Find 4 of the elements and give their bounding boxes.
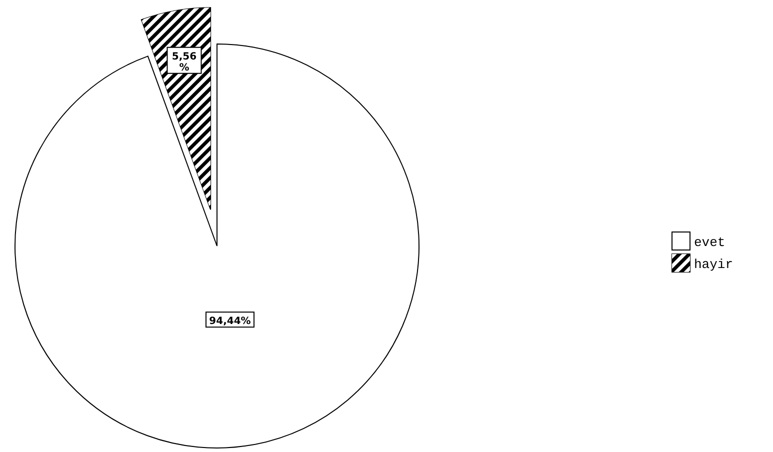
legend-label: evet: [694, 235, 726, 250]
data-label: 94,44%: [209, 316, 251, 328]
data-label: 5,56 %: [172, 51, 197, 74]
legend-label: hayir: [694, 257, 734, 272]
